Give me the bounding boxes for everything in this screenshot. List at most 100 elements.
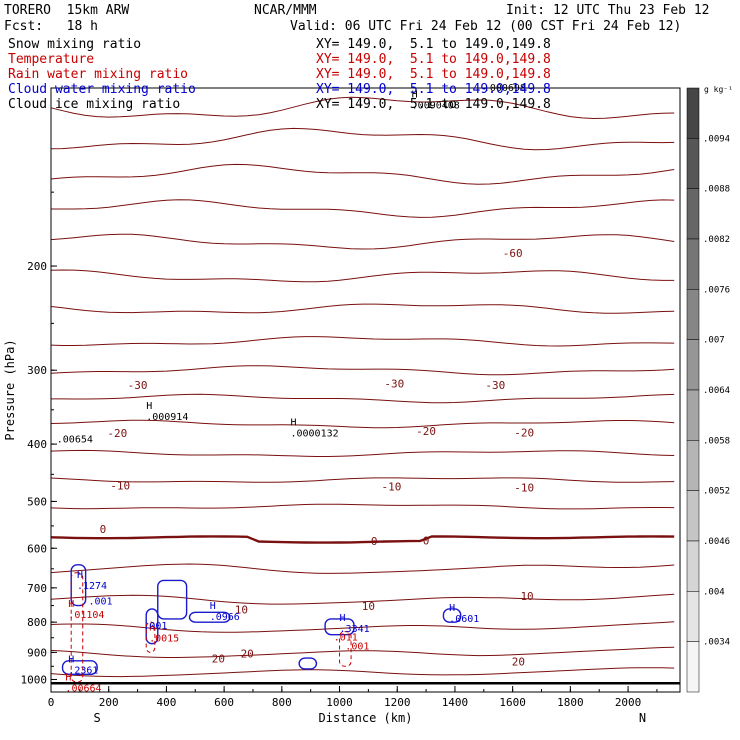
maximum-marker: H [412, 89, 418, 100]
maximum-value: .2361 [68, 665, 98, 676]
colorbar-tick-label: .0046 [703, 537, 730, 547]
colorbar-segment [686, 440, 700, 491]
temperature-label: 10 [362, 600, 375, 613]
x-tick-label: 200 [99, 696, 119, 709]
colorbar-segment [686, 641, 700, 693]
temperature-label: -10 [382, 481, 402, 494]
temperature-label: -20 [107, 427, 127, 440]
colorbar-tick-label: .0064 [703, 386, 730, 396]
y-tick-label: 700 [27, 582, 47, 595]
isotherm-line [50, 593, 675, 605]
y-tick-label: 1000 [21, 673, 48, 686]
temperature-label: 20 [212, 653, 225, 666]
colorbar-tick-label: .0076 [703, 285, 730, 295]
colorbar-tick-label: .0088 [703, 185, 730, 195]
header-model: TORERO 15km ARW [4, 3, 130, 18]
maximum-marker: H [68, 599, 74, 610]
isotherm-line [50, 233, 675, 250]
y-tick-label: 200 [27, 260, 47, 273]
temperature-label: -60 [503, 247, 523, 260]
legend-snow-xy: XY= 149.0, 5.1 to 149.0,149.8 [316, 37, 551, 52]
y-tick-label: 400 [27, 438, 47, 451]
temperature-label: -30 [384, 378, 404, 391]
maximum-value: .00654 [57, 435, 93, 446]
legend-rain-name: Rain water mixing ratio [8, 67, 189, 82]
isotherm-line [50, 449, 675, 457]
temperature-label: 20 [241, 647, 254, 660]
isotherm-line [51, 393, 675, 404]
colorbar-tick-label: .0094 [703, 134, 730, 144]
header-valid: Valid: 06 UTC Fri 24 Feb 12 (00 CST Fri … [290, 19, 682, 34]
temperature-label: -20 [514, 426, 534, 439]
maximum-marker: H [340, 613, 346, 624]
y-tick-label: 500 [27, 495, 47, 508]
maximum-value: .01104 [68, 610, 104, 621]
temperature-label: 0 [100, 523, 107, 536]
temperature-label: -10 [514, 482, 534, 495]
isotherm-line [50, 503, 675, 510]
temperature-label: -10 [110, 480, 130, 493]
y-tick-label: 300 [27, 364, 47, 377]
colorbar-segment [686, 289, 700, 340]
colorbar-segment [686, 238, 700, 290]
legend-cloudice-name: Cloud ice mixing ratio [8, 97, 181, 112]
legend-rain-xy: XY= 149.0, 5.1 to 149.0,149.8 [316, 67, 551, 82]
colorbar-unit: g kg⁻¹ [704, 85, 733, 94]
y-tick-label: 900 [27, 646, 47, 659]
isotherm-line [50, 667, 675, 678]
header-org: NCAR/MMM [254, 3, 317, 18]
maximum-value: .0601 [449, 614, 479, 625]
temperature-label: 20 [512, 656, 525, 669]
temperature-label: 0 [423, 534, 430, 547]
legend-cloudice-xy: XY= 149.0, 5.1 to 149.0,149.8 [316, 97, 551, 112]
header-fcst: Fcst: 18 h [4, 19, 98, 34]
x-tick-label: 1000 [326, 696, 353, 709]
legend-cloudwater-xy: XY= 149.0, 5.1 to 149.0,149.8 [316, 82, 551, 97]
x-tick-label: 2000 [615, 696, 642, 709]
maximum-marker: H [68, 654, 74, 665]
north-label: N [639, 711, 646, 725]
isotherm-line [50, 127, 675, 151]
maximum-value: .1274 [77, 581, 107, 592]
x-tick-label: 800 [272, 696, 292, 709]
colorbar-segment [686, 339, 700, 391]
colorbar-tick-label: .007 [703, 336, 725, 346]
x-tick-label: 600 [214, 696, 234, 709]
maximum-value: .000914 [146, 412, 188, 423]
temperature-label: 10 [520, 590, 533, 603]
maximum-marker: H [146, 401, 152, 412]
rain-water-contour [70, 572, 84, 683]
colorbar-tick-label: .0052 [703, 487, 730, 497]
maximum-value: .001 [345, 642, 369, 653]
plot-frame [50, 87, 681, 693]
isotherm-line [50, 646, 675, 658]
isotherm-line [50, 477, 675, 483]
maximum-marker: H [449, 603, 455, 614]
maximum-marker: H [77, 570, 83, 581]
cloud-water-contour [442, 608, 462, 623]
maximum-value: .011 [334, 633, 358, 644]
maximum-marker: H [290, 418, 296, 429]
y-tick-label: 800 [27, 616, 47, 629]
cloud-water-contour [298, 657, 318, 670]
temperature-label: 0 [371, 535, 378, 548]
maximum-value: .3341 [340, 624, 370, 635]
x-axis-label: Distance (km) [319, 711, 413, 725]
x-tick-label: 400 [156, 696, 176, 709]
colorbar-segment [686, 591, 700, 642]
colorbar-segment [686, 540, 700, 592]
cloud-water-contour [188, 611, 231, 623]
maximum-value: .0090408 [412, 100, 460, 111]
isotherm-line [50, 303, 675, 314]
maximum-value: .001 [143, 621, 167, 632]
temperature-label: 10 [235, 604, 248, 617]
cloud-water-contour [61, 660, 98, 675]
colorbar-segment [686, 188, 700, 240]
maximum-marker: H [65, 672, 71, 683]
legend-temp-xy: XY= 149.0, 5.1 to 149.0,149.8 [316, 52, 551, 67]
rain-water-contour [339, 631, 352, 667]
temperature-label: -30 [485, 379, 505, 392]
y-axis-label: Pressure (hPa) [3, 339, 17, 440]
maximum-marker: H [210, 601, 216, 612]
